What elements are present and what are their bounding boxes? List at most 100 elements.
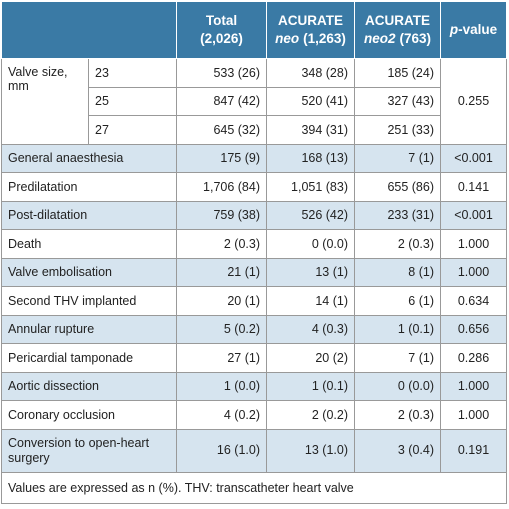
- p-value: <0.001: [440, 143, 507, 173]
- row-label: Predilatation: [1, 172, 177, 202]
- cell-value: 1 (0.0): [176, 371, 267, 401]
- p-value: 0.191: [440, 428, 507, 473]
- p-value: 0.634: [440, 286, 507, 316]
- row-sublabel: 27: [88, 115, 177, 145]
- row-label: Coronary occlusion: [1, 400, 177, 430]
- table-row: Death 2 (0.3) 0 (0.0) 2 (0.3) 1.000: [1, 229, 507, 259]
- cell-value: 14 (1): [266, 286, 355, 316]
- header-text: -value: [458, 22, 498, 37]
- cell-value: 759 (38): [176, 200, 267, 230]
- cell-value: 526 (42): [266, 200, 355, 230]
- p-value: <0.001: [440, 200, 507, 230]
- cell-value: 1 (0.1): [266, 371, 355, 401]
- cell-value: 394 (31): [266, 115, 355, 145]
- cell-value: 6 (1): [354, 286, 441, 316]
- cell-value: 251 (33): [354, 115, 441, 145]
- footnote: Values are expressed as n (%). THV: tran…: [1, 471, 507, 504]
- cell-value: 2 (0.2): [266, 400, 355, 430]
- header-cell: ACURATE neo (1,263): [266, 1, 355, 59]
- cell-value: 847 (42): [176, 86, 267, 116]
- table-row: 25 847 (42) 520 (41) 327 (43): [2, 86, 507, 116]
- cell-value: 4 (0.3): [266, 314, 355, 344]
- cell-value: 2 (0.3): [354, 400, 441, 430]
- cell-value: 0 (0.0): [354, 371, 441, 401]
- p-value: 1.000: [440, 229, 507, 259]
- row-label: Valve size, mm: [1, 58, 89, 145]
- cell-value: 233 (31): [354, 200, 441, 230]
- cell-value: 0 (0.0): [266, 229, 355, 259]
- table-row: Predilatation 1,706 (84) 1,051 (83) 655 (86…: [1, 172, 507, 202]
- header-line2: (2,026): [200, 31, 243, 46]
- cell-value: 520 (41): [266, 86, 355, 116]
- cell-value: 7 (1): [354, 143, 441, 173]
- cell-value: 645 (32): [176, 115, 267, 145]
- header-italic: neo2: [363, 31, 396, 46]
- table-body: Valve size, mm 23 533 (26) 348 (28) 185 (24)…: [1, 58, 507, 504]
- p-value: 1.000: [440, 371, 507, 401]
- row-label: Annular rupture: [1, 314, 177, 344]
- p-value: 1.000: [440, 257, 507, 287]
- row-label: General anaesthesia: [1, 143, 177, 173]
- header-line1: Total: [205, 13, 238, 28]
- cell-value: 16 (1.0): [176, 428, 267, 473]
- cell-value: 185 (24): [354, 58, 441, 88]
- header-blank: [1, 1, 177, 59]
- row-label: Conversion to open-heart surgery: [1, 428, 177, 473]
- cell-value: 20 (2): [266, 343, 355, 373]
- p-value: 0.255: [440, 58, 507, 145]
- header-line1: ACURATE: [365, 13, 430, 28]
- header-row: Total (2,026) ACURATE neo (1,263) ACURATE ne…: [1, 1, 507, 59]
- cell-value: 1,051 (83): [266, 172, 355, 202]
- cell-value: 20 (1): [176, 286, 267, 316]
- row-label: Aortic dissection: [1, 371, 177, 401]
- cell-value: 5 (0.2): [176, 314, 267, 344]
- cell-value: 21 (1): [176, 257, 267, 287]
- footnote-row: Values are expressed as n (%). THV: tran…: [1, 471, 507, 504]
- p-value: 0.656: [440, 314, 507, 344]
- table-row: Coronary occlusion 4 (0.2) 2 (0.2) 2 (0.3) 1…: [1, 400, 507, 430]
- header-line2: (763): [399, 31, 432, 46]
- cell-value: 533 (26): [176, 58, 267, 88]
- cell-value: 2 (0.3): [176, 229, 267, 259]
- cell-value: 2 (0.3): [354, 229, 441, 259]
- cell-value: 8 (1): [354, 257, 441, 287]
- table-row: Conversion to open-heart surgery 16 (1.0)…: [1, 428, 507, 473]
- cell-value: 168 (13): [266, 143, 355, 173]
- table-row: Second THV implanted 20 (1) 14 (1) 6 (1) 0.6…: [1, 286, 507, 316]
- cell-value: 13 (1.0): [266, 428, 355, 473]
- cell-value: 13 (1): [266, 257, 355, 287]
- header-italic: neo: [275, 31, 300, 46]
- p-value: 0.286: [440, 343, 507, 373]
- row-label: Death: [1, 229, 177, 259]
- row-sublabel: 25: [88, 86, 177, 116]
- row-sublabel: 23: [88, 58, 177, 88]
- cell-value: 327 (43): [354, 86, 441, 116]
- cell-value: 3 (0.4): [354, 428, 441, 473]
- cell-value: 27 (1): [176, 343, 267, 373]
- table-row: Valve embolisation 21 (1) 13 (1) 8 (1) 1.000: [1, 257, 507, 287]
- table-row: General anaesthesia 175 (9) 168 (13) 7 (1) <…: [1, 143, 507, 173]
- header-italic: p: [449, 22, 459, 37]
- cell-value: 348 (28): [266, 58, 355, 88]
- row-label: Valve embolisation: [1, 257, 177, 287]
- header-cell: Total (2,026): [176, 1, 267, 59]
- p-value: 0.141: [440, 172, 507, 202]
- cell-value: 1 (0.1): [354, 314, 441, 344]
- cell-value: 655 (86): [354, 172, 441, 202]
- header-line1: ACURATE: [278, 13, 343, 28]
- cell-value: 1,706 (84): [176, 172, 267, 202]
- cell-value: 7 (1): [354, 343, 441, 373]
- table-row: Aortic dissection 1 (0.0) 1 (0.1) 0 (0.0) 1.…: [1, 371, 507, 401]
- table-row: Annular rupture 5 (0.2) 4 (0.3) 1 (0.1) 0.65…: [1, 314, 507, 344]
- table-row: Valve size, mm 23 533 (26) 348 (28) 185 (24)…: [1, 58, 507, 145]
- header-cell: p-value: [440, 1, 507, 59]
- header-cell: ACURATE neo2 (763): [354, 1, 441, 59]
- table-row: Post-dilatation 759 (38) 526 (42) 233 (31) <…: [1, 200, 507, 230]
- p-value: 1.000: [440, 400, 507, 430]
- cell-value: 175 (9): [176, 143, 267, 173]
- row-label: Second THV implanted: [1, 286, 177, 316]
- row-label: Post-dilatation: [1, 200, 177, 230]
- row-label: Pericardial tamponade: [1, 343, 177, 373]
